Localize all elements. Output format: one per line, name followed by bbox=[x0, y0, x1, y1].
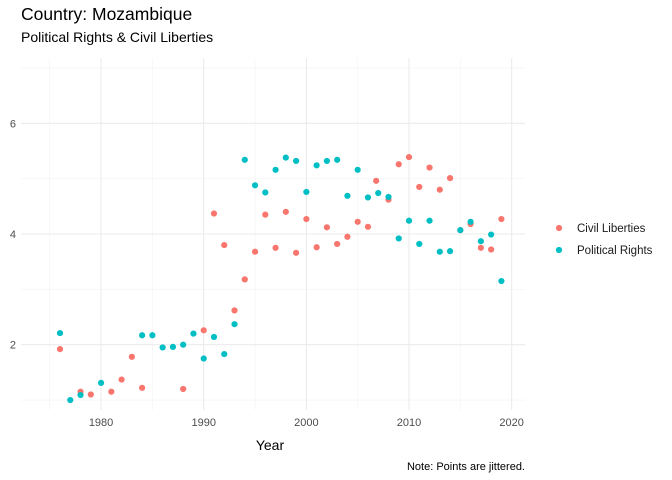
civil-liberties-point bbox=[323, 224, 330, 231]
civil-liberties-point bbox=[272, 244, 279, 251]
civil-liberties-legend-key bbox=[555, 224, 563, 232]
civil-liberties-point bbox=[488, 246, 495, 253]
political-rights-point bbox=[149, 332, 156, 339]
political-rights-point bbox=[405, 217, 413, 224]
x-tick-label: 1980 bbox=[89, 417, 113, 429]
civil-liberties-point bbox=[262, 211, 269, 218]
axis-tick-labels: 1980 1990 2000 2010 2020 2 4 6 bbox=[10, 118, 524, 429]
civil-liberties-point bbox=[241, 276, 248, 283]
x-axis-title: Year bbox=[256, 437, 285, 453]
political-rights-point bbox=[251, 182, 259, 189]
civil-liberties-point bbox=[128, 353, 135, 360]
political-rights-point bbox=[416, 240, 423, 248]
political-rights-point bbox=[436, 248, 443, 255]
civil-liberties-point bbox=[200, 327, 207, 334]
political-rights-point bbox=[56, 329, 64, 337]
civil-liberties-point bbox=[498, 215, 505, 223]
civil-liberties-point bbox=[426, 164, 433, 171]
x-tick-label: 2020 bbox=[499, 417, 523, 429]
y-tick-label: 2 bbox=[10, 340, 16, 352]
political-rights-point bbox=[344, 192, 351, 199]
civil-liberties-point bbox=[118, 376, 125, 383]
civil-liberties-point bbox=[87, 391, 94, 398]
civil-liberties-point bbox=[210, 210, 218, 217]
political-rights-point bbox=[364, 194, 372, 201]
political-rights-point bbox=[159, 344, 166, 351]
political-rights-point bbox=[139, 332, 146, 339]
civil-liberties-point bbox=[354, 218, 361, 225]
political-rights-point bbox=[200, 355, 207, 362]
political-rights-point bbox=[354, 166, 361, 173]
civil-liberties-point bbox=[180, 385, 187, 393]
political-rights-point bbox=[488, 231, 495, 238]
civil-liberties-point bbox=[221, 241, 228, 249]
political-rights-point bbox=[467, 218, 474, 225]
political-rights-point bbox=[313, 162, 320, 169]
political-rights-point bbox=[498, 277, 505, 285]
political-rights-legend-key bbox=[555, 246, 563, 254]
political-rights-point bbox=[426, 217, 433, 224]
civil-liberties-point bbox=[303, 215, 310, 223]
grid-lines bbox=[21, 58, 525, 410]
data-points bbox=[56, 153, 505, 404]
political-rights-point bbox=[282, 154, 289, 161]
chart-subtitle: Political Rights & Civil Liberties bbox=[21, 29, 214, 45]
civil-liberties-point bbox=[373, 177, 380, 184]
civil-liberties-point bbox=[139, 384, 146, 391]
political-rights-point bbox=[97, 379, 105, 386]
political-rights-point bbox=[241, 156, 248, 163]
civil-liberties-point bbox=[293, 249, 300, 256]
civil-liberties-point bbox=[395, 161, 402, 168]
civil-liberties-point bbox=[446, 175, 454, 182]
political-rights-point bbox=[231, 321, 238, 328]
civil-liberties-point bbox=[334, 240, 341, 248]
civil-liberties-point bbox=[405, 153, 413, 161]
political-rights-point bbox=[190, 330, 197, 337]
x-tick-label: 2010 bbox=[397, 417, 421, 429]
political-rights-point bbox=[293, 157, 300, 165]
y-tick-label: 6 bbox=[10, 118, 16, 130]
civil-liberties-point bbox=[231, 307, 238, 314]
political-rights-legend-label: Political Rights bbox=[577, 245, 653, 257]
political-rights-point bbox=[67, 396, 74, 404]
political-rights-point bbox=[180, 341, 187, 348]
civil-liberties-point bbox=[477, 244, 484, 251]
civil-liberties-legend-label: Civil Liberties bbox=[577, 223, 646, 235]
y-tick-label: 4 bbox=[10, 229, 16, 241]
political-rights-point bbox=[77, 391, 84, 399]
civil-liberties-point bbox=[416, 183, 423, 191]
civil-liberties-point bbox=[436, 186, 443, 193]
political-rights-point bbox=[262, 189, 269, 196]
political-rights-point bbox=[375, 189, 382, 197]
civil-liberties-point bbox=[364, 223, 372, 230]
political-rights-point bbox=[457, 227, 464, 234]
political-rights-point bbox=[334, 156, 341, 163]
x-tick-label: 2000 bbox=[294, 417, 318, 429]
political-rights-point bbox=[303, 188, 310, 196]
political-rights-point bbox=[169, 343, 177, 351]
political-rights-point bbox=[221, 351, 228, 358]
civil-liberties-point bbox=[56, 346, 64, 353]
civil-liberties-point bbox=[282, 208, 289, 215]
political-rights-point bbox=[477, 238, 484, 245]
political-rights-point bbox=[385, 193, 392, 201]
civil-liberties-point bbox=[344, 233, 351, 240]
political-rights-point bbox=[395, 235, 402, 242]
chart-title: Country: Mozambique bbox=[21, 4, 193, 24]
civil-liberties-point bbox=[251, 248, 259, 255]
legend: Civil Liberties Political Rights bbox=[555, 223, 653, 257]
political-rights-point bbox=[446, 248, 454, 255]
civil-liberties-point bbox=[108, 388, 115, 395]
political-rights-point bbox=[272, 166, 279, 173]
civil-liberties-point bbox=[313, 244, 320, 251]
x-tick-label: 1990 bbox=[191, 417, 215, 429]
chart-caption: Note: Points are jittered. bbox=[407, 461, 525, 473]
political-rights-point bbox=[210, 333, 218, 341]
political-rights-point bbox=[323, 157, 330, 165]
